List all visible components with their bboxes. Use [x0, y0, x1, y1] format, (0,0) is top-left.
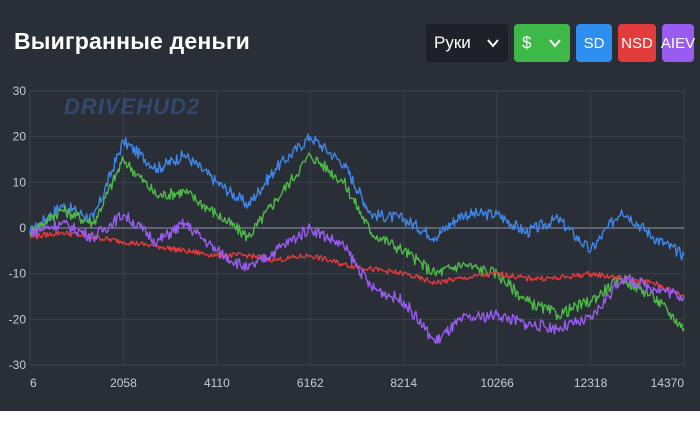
chart-panel: DRIVEHUD2 6 2058 4110 6162 8214 10266 12318 143… [0, 0, 700, 411]
hands-select[interactable]: Руки [426, 24, 508, 62]
series-line-sd [29, 152, 685, 332]
aiev-toggle-button[interactable]: AIEV [661, 24, 695, 62]
chevron-down-icon [549, 39, 561, 48]
currency-select-value: $ [522, 33, 532, 52]
series-line-won [29, 133, 685, 261]
y-tick-label: 30 [13, 84, 27, 98]
grid [29, 90, 685, 366]
currency-select[interactable]: $ [514, 24, 570, 62]
y-tick-label: 20 [13, 130, 27, 144]
y-tick-label: -30 [9, 358, 27, 372]
y-tick-label: 10 [13, 175, 27, 189]
x-tick-label: 2058 [110, 376, 137, 390]
x-tick-label: 8214 [390, 376, 417, 390]
y-tick-label: -10 [9, 267, 27, 281]
sd-toggle-button[interactable]: SD [576, 24, 612, 62]
chart-controls: Руки $ SD NSD AIEV [426, 24, 695, 62]
x-tick-label: 14370 [651, 376, 685, 390]
x-tick-label: 4110 [204, 376, 230, 390]
y-tick-label: -20 [9, 312, 27, 326]
series-line-aiev [29, 211, 685, 344]
hands-select-value: Руки [434, 33, 471, 52]
chevron-down-icon [487, 39, 499, 48]
watermark-logo: DRIVEHUD2 [64, 94, 200, 119]
axis-ticks: 6 2058 4110 6162 8214 10266 12318 14370 30 20 10 0 -… [9, 84, 685, 390]
winnings-chart: DRIVEHUD2 6 2058 4110 6162 8214 10266 12318 143… [9, 84, 685, 390]
nsd-toggle-button[interactable]: NSD [618, 24, 656, 62]
x-tick-label: 10266 [480, 376, 514, 390]
x-tick-label: 6162 [297, 376, 324, 390]
y-tick-label: 0 [19, 221, 26, 235]
x-tick-label: 6 [30, 376, 37, 390]
chart-title: Выигранные деньги [14, 28, 250, 54]
series-lines [29, 133, 685, 344]
x-tick-label: 12318 [574, 376, 608, 390]
